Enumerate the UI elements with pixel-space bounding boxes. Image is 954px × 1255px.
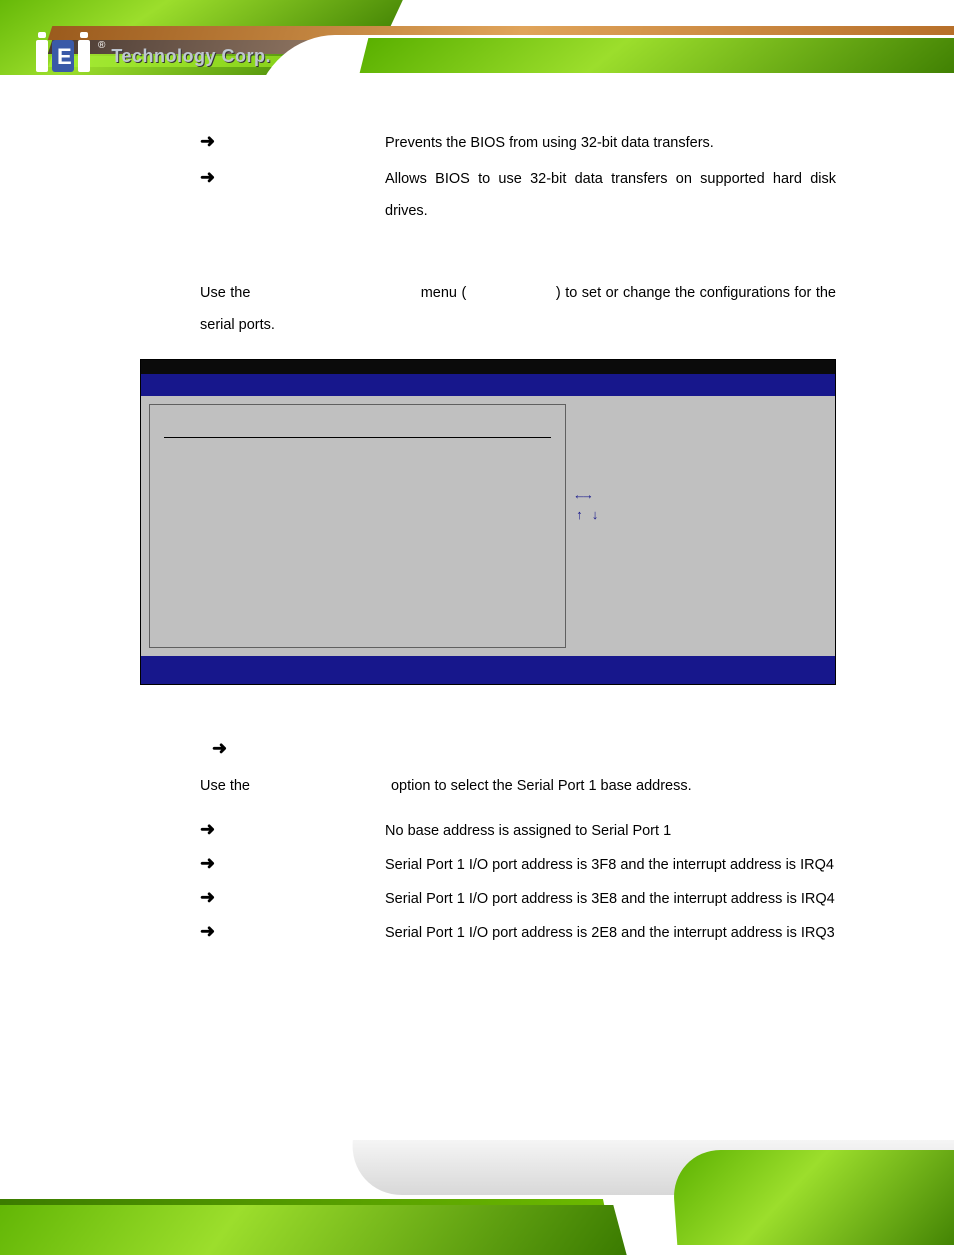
arrow-icon <box>140 164 205 228</box>
section-intro: Use the menu ( ) to set or change the co… <box>200 278 836 342</box>
option-desc: No base address is assigned to Serial Po… <box>385 816 836 848</box>
arrow-icon <box>176 735 224 760</box>
brand-logo: ® Technology Corp. <box>34 40 271 72</box>
brand-text: Technology Corp. <box>111 46 271 67</box>
option-row: Allows BIOS to use 32-bit data transfers… <box>140 164 836 228</box>
serial1-intro: Use the option to select the Serial Port… <box>200 778 836 794</box>
bios-tab-bar <box>141 374 835 396</box>
option-desc: Prevents the BIOS from using 32-bit data… <box>385 128 836 160</box>
bios-settings-area <box>149 404 566 648</box>
arrow-icon <box>140 816 205 848</box>
arrow-icon <box>140 918 205 950</box>
option-row: Serial Port 1 I/O port address is 2E8 an… <box>140 918 836 950</box>
option-row: Prevents the BIOS from using 32-bit data… <box>140 128 836 160</box>
option-desc: Allows BIOS to use 32-bit data transfers… <box>385 164 836 228</box>
option-desc: Serial Port 1 I/O port address is 2E8 an… <box>385 918 836 950</box>
sub-heading <box>176 735 836 760</box>
page-footer-decoration <box>0 1125 954 1235</box>
nav-left-right: ←→ <box>576 486 825 506</box>
arrow-icon <box>140 884 205 916</box>
arrow-icon <box>140 850 205 882</box>
option-row: Serial Port 1 I/O port address is 3E8 an… <box>140 884 836 916</box>
nav-up-down: ↑ ↓ <box>576 506 825 526</box>
option-desc: Serial Port 1 I/O port address is 3E8 an… <box>385 884 836 916</box>
option-row: Serial Port 1 I/O port address is 3F8 an… <box>140 850 836 882</box>
page-header-decoration: ® Technology Corp. <box>0 0 954 110</box>
option-desc: Serial Port 1 I/O port address is 3F8 an… <box>385 850 836 882</box>
bios-help-area: ←→ ↑ ↓ <box>570 396 835 656</box>
arrow-icon <box>140 128 205 160</box>
bios-panel: ←→ ↑ ↓ <box>140 359 836 685</box>
option-row: No base address is assigned to Serial Po… <box>140 816 836 848</box>
